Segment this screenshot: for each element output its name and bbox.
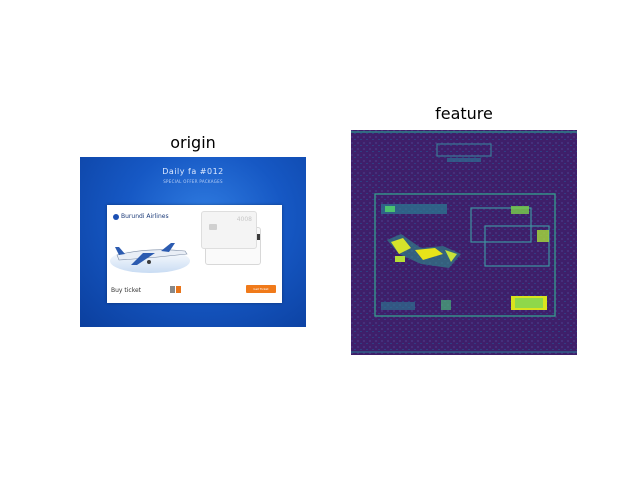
hero-subtitle: SPECIAL OFFER PACKAGES bbox=[163, 179, 223, 184]
wallet-icon bbox=[176, 286, 181, 293]
payment-icons bbox=[170, 286, 181, 293]
airline-brand: Burundi Airlines bbox=[113, 213, 169, 220]
airline-card-window: Burundi Airlines Buy ticket bbox=[107, 205, 282, 303]
airline-brand-name: Burundi Airlines bbox=[121, 213, 169, 220]
feature-panel-title: feature bbox=[435, 104, 493, 123]
origin-image: Daily fa #012 SPECIAL OFFER PACKAGES Bur… bbox=[80, 157, 306, 327]
origin-panel-title: origin bbox=[170, 133, 216, 152]
feature-map-graphic bbox=[351, 130, 577, 355]
credit-card-front: 4008 bbox=[201, 211, 257, 249]
card-chip-icon bbox=[209, 224, 217, 230]
get-ticket-button: Get Ticket bbox=[246, 285, 276, 293]
hero-title: Daily fa #012 bbox=[162, 167, 224, 176]
card-icon bbox=[170, 286, 175, 293]
feature-map-image bbox=[351, 130, 577, 355]
card-number-text: 4008 bbox=[236, 216, 252, 223]
airline-logo-icon bbox=[113, 213, 119, 220]
airplane-icon bbox=[110, 243, 190, 273]
buy-ticket-label: Buy ticket bbox=[111, 287, 141, 294]
